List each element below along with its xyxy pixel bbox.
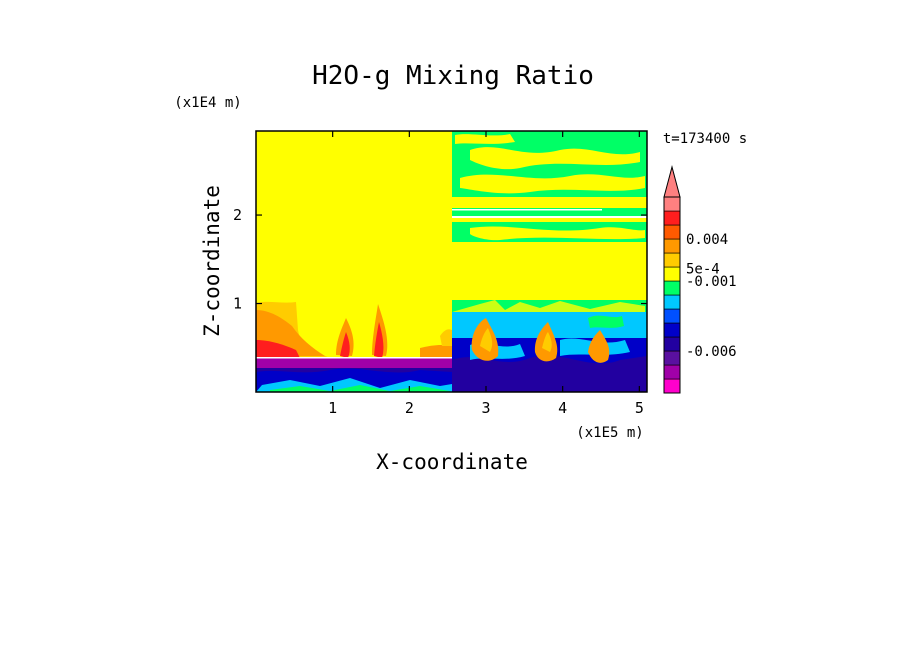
colorbar-arrow [663, 165, 681, 198]
y-axis-ticks: 12 [233, 206, 647, 313]
x-tick-label: 5 [635, 399, 644, 417]
x-tick-label: 4 [558, 399, 567, 417]
colorbar-label: -0.001 [686, 274, 737, 290]
x-tick-label: 2 [405, 399, 414, 417]
y-tick-label: 2 [233, 206, 242, 224]
colorbar-cell [663, 364, 681, 380]
y-scale-label: (x1E4 m) [174, 95, 241, 111]
colorbar-cell [663, 350, 681, 366]
white-line [452, 216, 647, 218]
x-scale-label: (x1E5 m) [576, 425, 643, 441]
red-plume [340, 332, 350, 358]
colorbar-cell [663, 294, 681, 310]
time-label: t=173400 s [663, 131, 747, 147]
yellow-streak [455, 134, 515, 144]
orange-plume [588, 330, 610, 363]
colorbar-label: -0.006 [686, 344, 737, 360]
colorbar-cell [663, 308, 681, 324]
yellow-plume-core [542, 332, 552, 352]
colorbar-label: 5e-4 [686, 261, 720, 277]
green-patch [588, 315, 624, 328]
colorbar-cell [663, 238, 681, 254]
plot-frame [255, 130, 648, 393]
orange-plume [440, 329, 452, 346]
colorbar-cell [663, 252, 681, 268]
colorbar-cell [663, 378, 681, 394]
x-axis-title: X-coordinate [376, 450, 528, 474]
colorbar-cells [663, 196, 681, 394]
colorbar-label: 0.004 [686, 232, 728, 248]
white-line [452, 209, 602, 211]
yellow-streak [470, 226, 645, 241]
yellow-streak [470, 147, 640, 170]
colorbar-frame [663, 196, 681, 394]
orange-tail [420, 344, 452, 358]
left-region-contours [256, 301, 452, 392]
chart-title: H2O-g Mixing Ratio [312, 61, 594, 91]
navy-streaks [452, 355, 647, 392]
yellow-streak [460, 174, 645, 194]
x-tick-label: 3 [481, 399, 490, 417]
colorbar-cell [663, 322, 681, 338]
green-band-mid [452, 208, 647, 218]
y-axis-title: Z-coordinate [200, 185, 224, 337]
right-region-contours [452, 131, 647, 392]
colorbar-cell [663, 266, 681, 282]
colorbar-cell [663, 210, 681, 226]
green-speckle [270, 385, 450, 392]
colorbar-labels: 0.004 5e-4-0.001 -0.006 [686, 232, 737, 360]
red-layer [256, 340, 300, 358]
x-axis-ticks: 1 2 3 4 5 [328, 131, 644, 417]
colorbar-cell [663, 336, 681, 352]
yellow-dip [452, 300, 645, 312]
colorbar-cell [663, 280, 681, 296]
colorbar: 0.004 5e-4-0.001 -0.006 [663, 165, 737, 394]
colorbar-cell [663, 196, 681, 212]
x-tick-label: 1 [328, 399, 337, 417]
colorbar-cell [663, 224, 681, 240]
yellow-plume-core [480, 328, 493, 352]
red-plume [374, 322, 384, 358]
y-tick-label: 1 [233, 295, 242, 313]
white-line [256, 357, 452, 359]
